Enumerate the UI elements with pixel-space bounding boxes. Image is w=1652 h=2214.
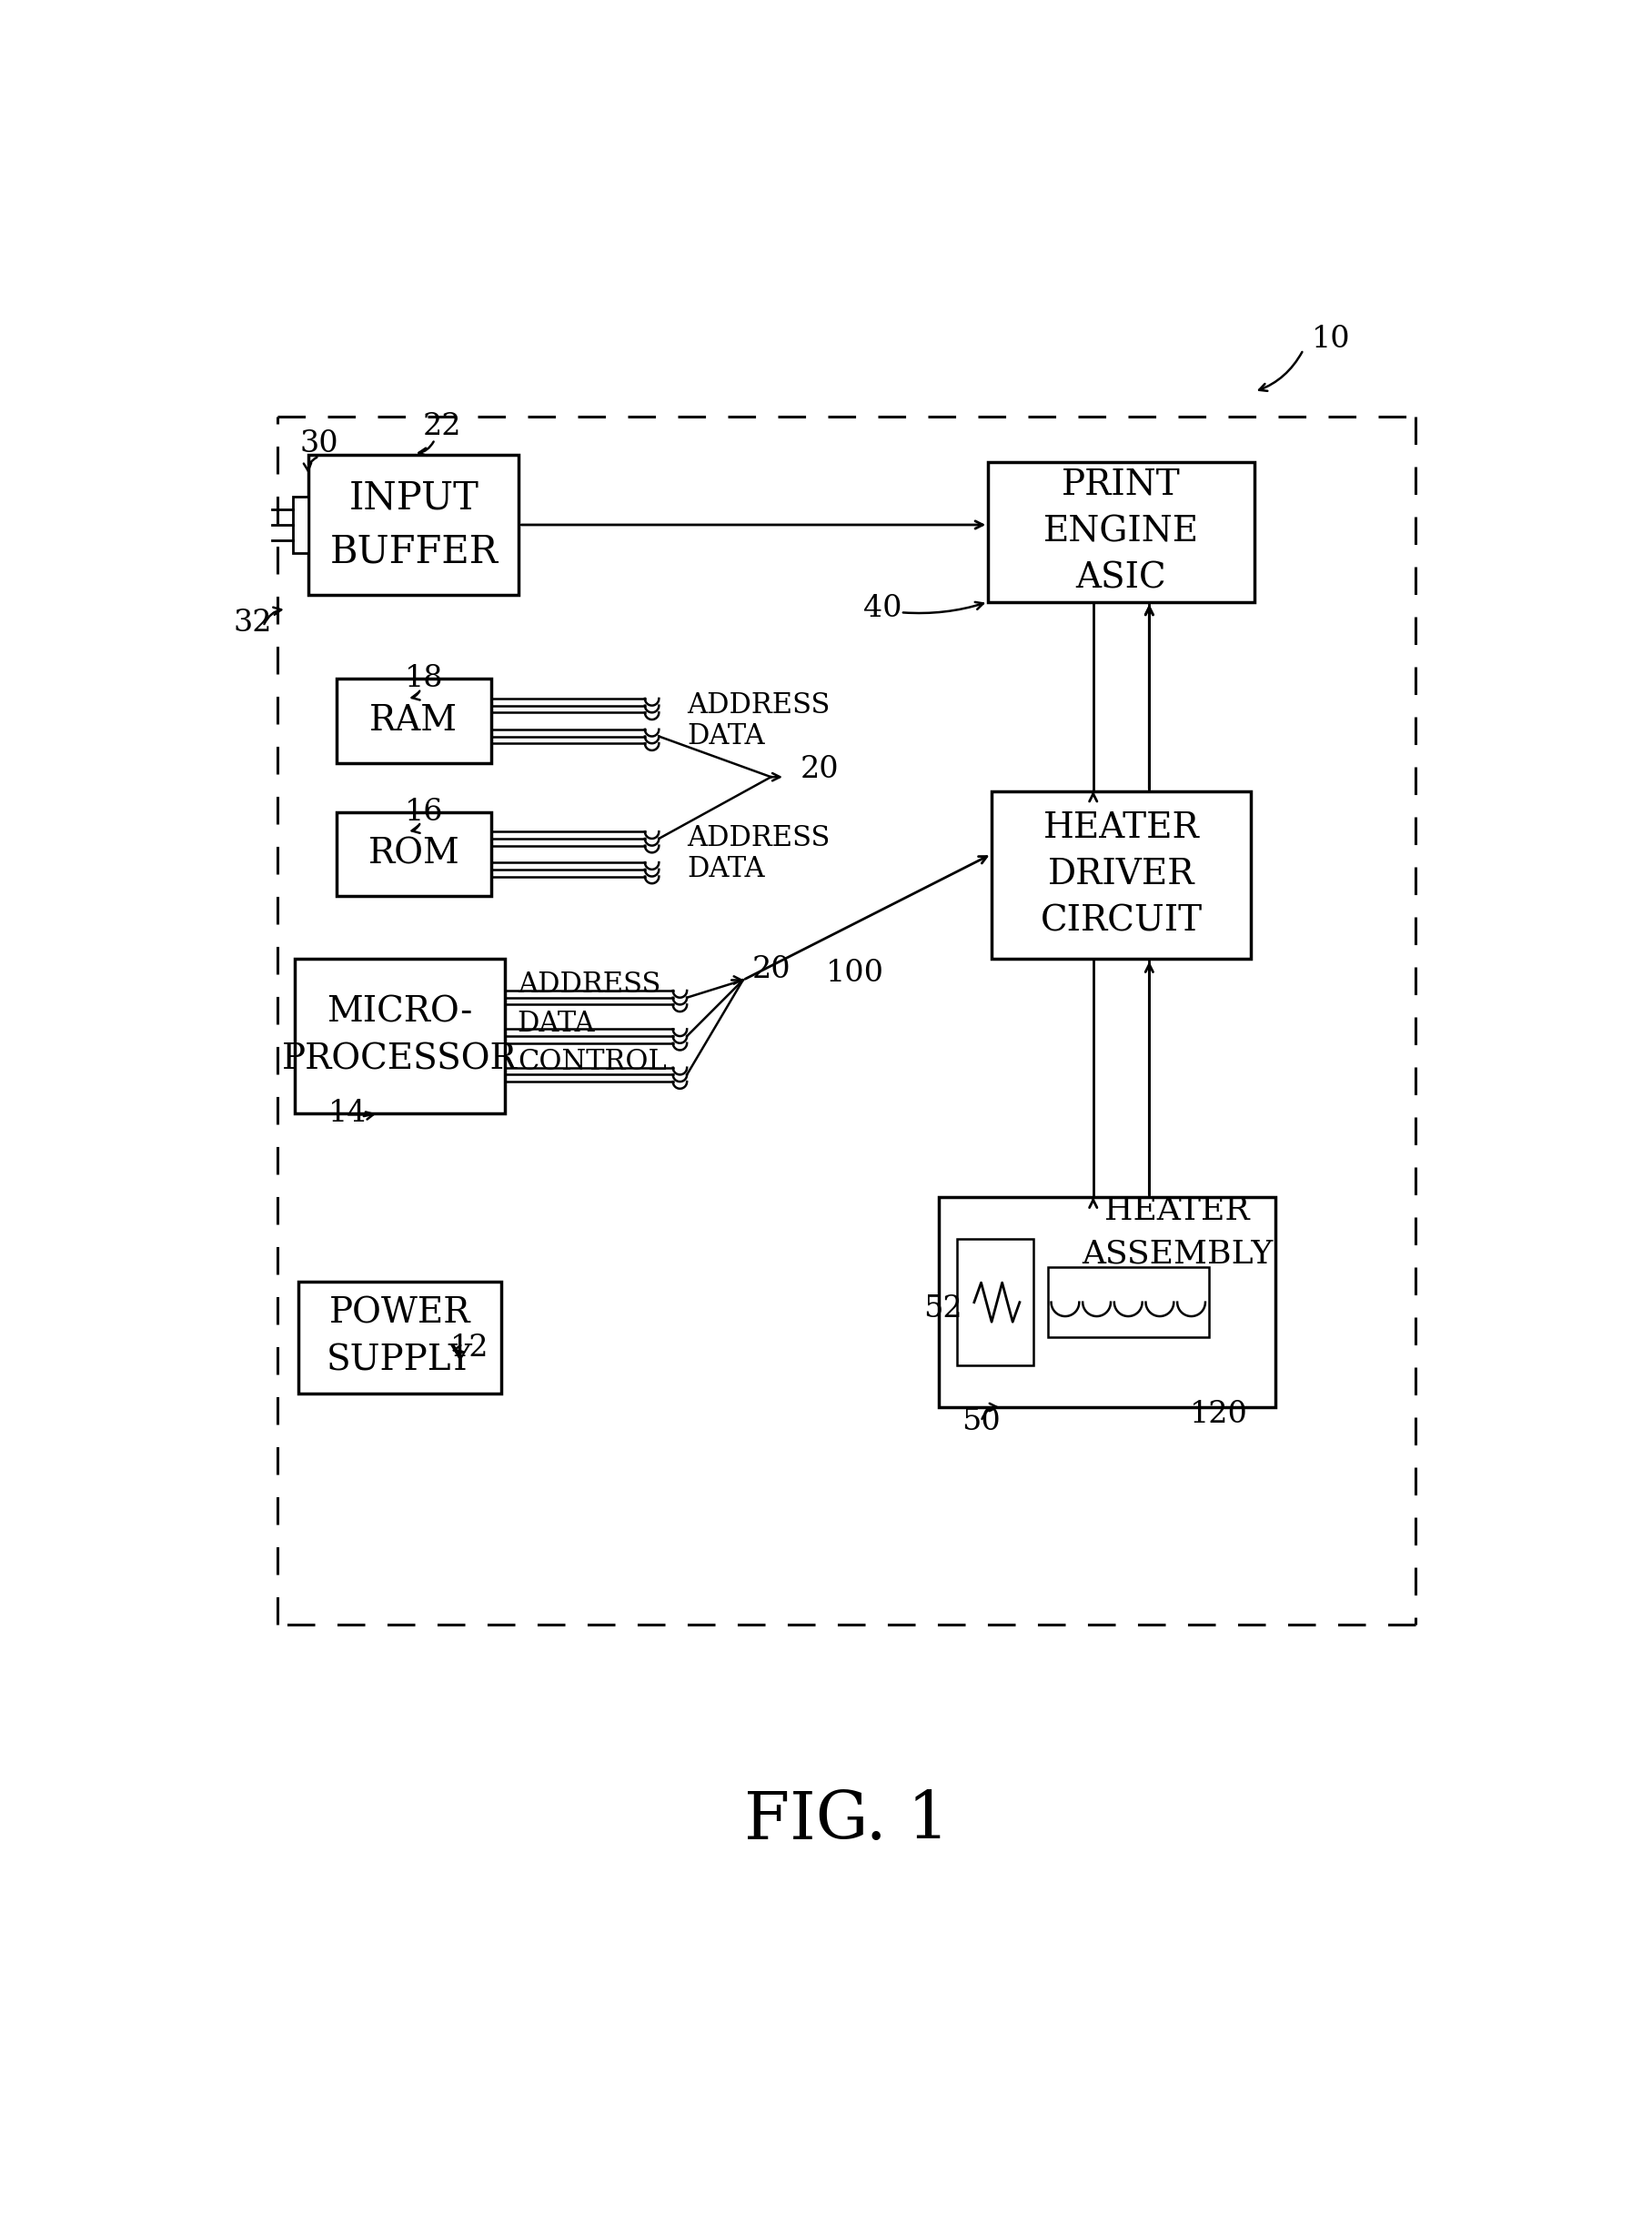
Text: 14: 14 <box>329 1098 367 1127</box>
Text: FIG. 1: FIG. 1 <box>743 1789 950 1853</box>
Text: HEATER
ASSEMBLY: HEATER ASSEMBLY <box>1082 1196 1274 1269</box>
Text: DATA: DATA <box>687 722 765 751</box>
Bar <box>957 1240 1034 1366</box>
Text: RAM: RAM <box>370 704 458 737</box>
Text: DATA: DATA <box>687 855 765 883</box>
Text: MICRO-
PROCESSOR: MICRO- PROCESSOR <box>282 996 517 1076</box>
Text: 40: 40 <box>864 593 902 624</box>
Text: ADDRESS: ADDRESS <box>687 691 829 720</box>
Text: INPUT
BUFFER: INPUT BUFFER <box>329 478 497 571</box>
Bar <box>337 813 491 897</box>
Text: 16: 16 <box>405 797 444 826</box>
Text: ADDRESS: ADDRESS <box>517 972 661 999</box>
Text: 50: 50 <box>961 1406 1001 1437</box>
Text: 52: 52 <box>923 1295 961 1324</box>
Bar <box>938 1198 1275 1408</box>
Bar <box>988 463 1254 602</box>
Text: 100: 100 <box>826 959 884 987</box>
Text: DATA: DATA <box>517 1010 595 1038</box>
Bar <box>299 1282 501 1393</box>
Text: POWER
SUPPLY: POWER SUPPLY <box>327 1297 472 1377</box>
Text: 12: 12 <box>451 1333 489 1362</box>
Text: 10: 10 <box>1312 325 1351 354</box>
Text: ROM: ROM <box>368 837 459 870</box>
Bar <box>991 790 1251 959</box>
Bar <box>337 680 491 764</box>
Text: 32: 32 <box>233 609 273 638</box>
Text: ADDRESS: ADDRESS <box>687 824 829 852</box>
Text: 22: 22 <box>423 412 461 441</box>
Bar <box>294 496 309 554</box>
Text: 18: 18 <box>405 664 444 693</box>
Text: 120: 120 <box>1189 1399 1249 1428</box>
Bar <box>294 959 506 1114</box>
Text: 20: 20 <box>752 954 790 985</box>
Text: CONTROL: CONTROL <box>517 1047 666 1076</box>
Text: HEATER
DRIVER
CIRCUIT: HEATER DRIVER CIRCUIT <box>1041 810 1203 939</box>
Text: 30: 30 <box>299 430 339 458</box>
Text: PRINT
ENGINE
ASIC: PRINT ENGINE ASIC <box>1044 467 1199 596</box>
Bar <box>309 454 519 596</box>
Bar <box>1047 1266 1209 1337</box>
Text: 20: 20 <box>801 755 839 784</box>
